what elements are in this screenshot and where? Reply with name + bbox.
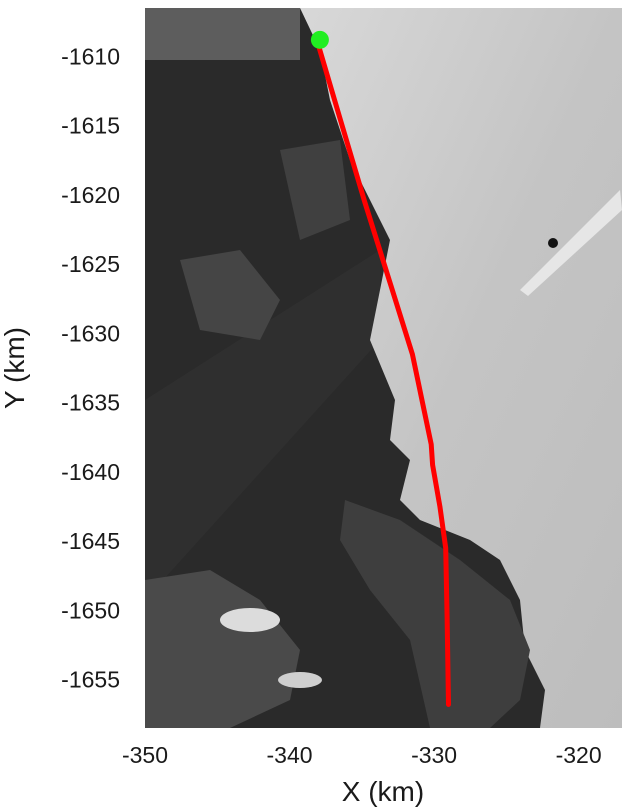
y-tick-label: -1650 xyxy=(61,597,120,623)
y-axis: -1610 -1615 -1620 -1625 -1630 -1635 -1640 -1645… xyxy=(61,43,120,692)
y-tick-label: -1620 xyxy=(61,182,120,208)
y-axis-title: Y (km) xyxy=(0,327,30,409)
y-tick-label: -1635 xyxy=(61,390,120,416)
y-tick-label: -1630 xyxy=(61,320,120,346)
x-tick-label: -330 xyxy=(411,742,457,768)
start-marker xyxy=(310,30,329,49)
x-tick-label: -320 xyxy=(556,742,602,768)
series-layer xyxy=(316,42,451,707)
y-tick-label: -1610 xyxy=(61,43,120,69)
x-axis: -350 -340 -330 -320 xyxy=(122,742,602,768)
y-tick-label: -1625 xyxy=(61,251,120,277)
series-line xyxy=(316,42,451,707)
y-tick-label: -1655 xyxy=(61,667,120,693)
x-tick-label: -340 xyxy=(267,742,313,768)
y-tick-label: -1645 xyxy=(61,528,120,554)
y-tick-label: -1640 xyxy=(61,459,120,485)
satellite-image xyxy=(145,8,622,728)
y-tick-label: -1615 xyxy=(61,113,120,139)
marker-layer xyxy=(310,30,329,49)
x-tick-label: -350 xyxy=(122,742,168,768)
x-axis-title: X (km) xyxy=(342,776,424,807)
